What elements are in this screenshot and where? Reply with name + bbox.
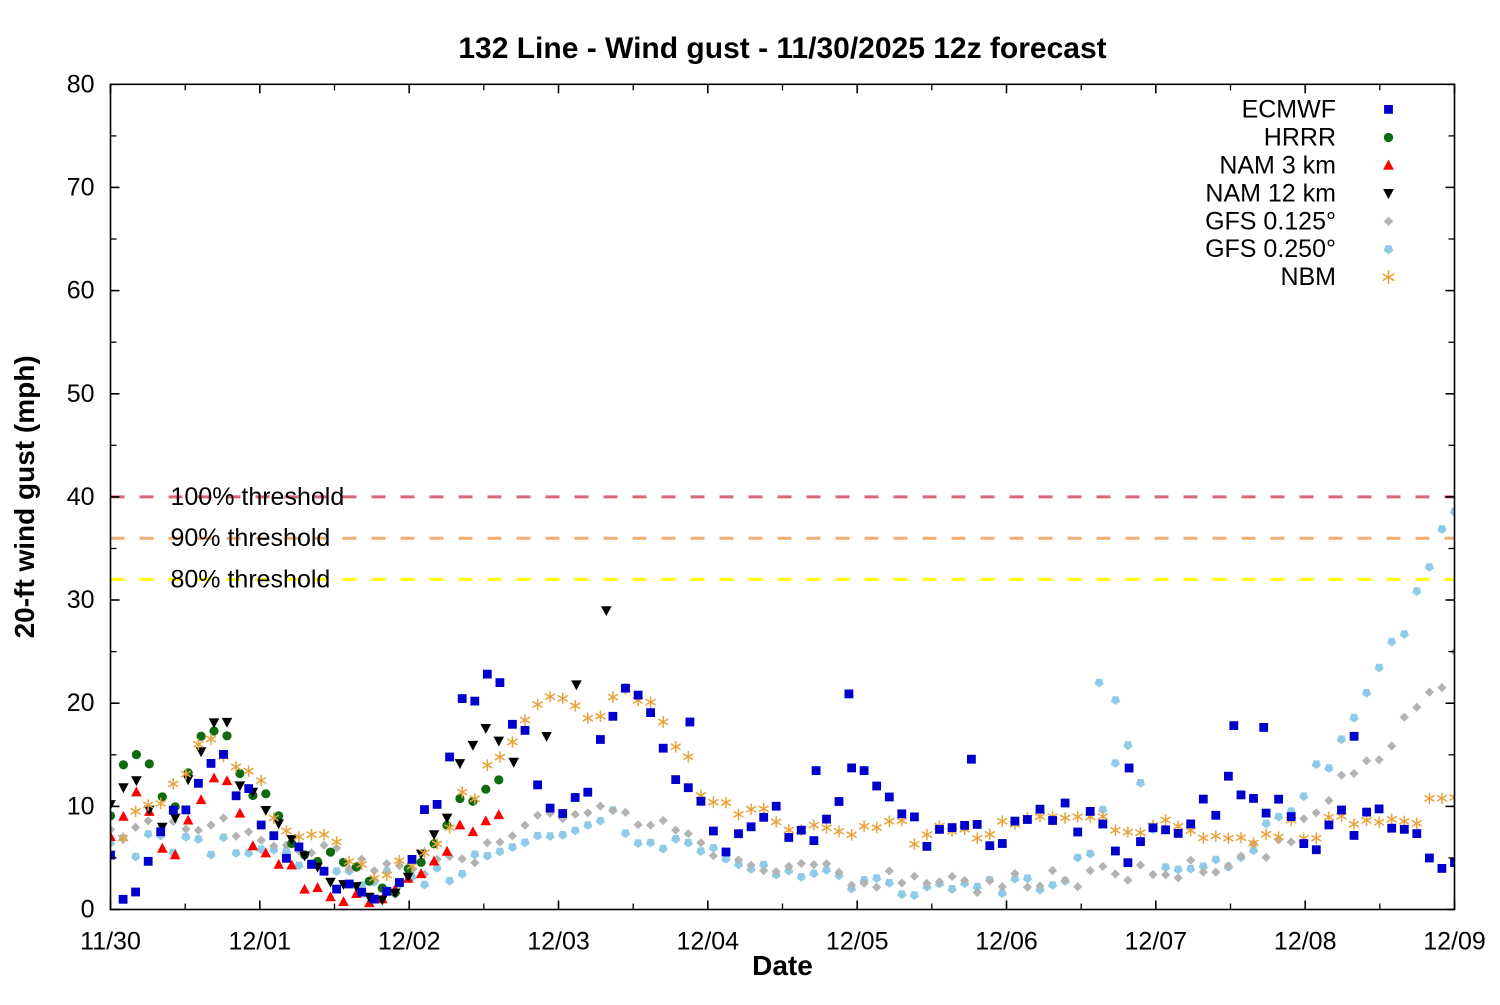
svg-text:20: 20 xyxy=(67,689,95,717)
svg-text:Date: Date xyxy=(752,950,813,981)
svg-text:80: 80 xyxy=(67,70,95,98)
svg-text:NBM: NBM xyxy=(1280,263,1336,291)
svg-text:12/01: 12/01 xyxy=(229,928,292,956)
svg-text:100% threshold: 100% threshold xyxy=(171,483,345,511)
svg-text:12/03: 12/03 xyxy=(527,928,590,956)
svg-text:12/07: 12/07 xyxy=(1125,928,1188,956)
svg-text:50: 50 xyxy=(67,380,95,408)
svg-text:90% threshold: 90% threshold xyxy=(171,524,331,552)
svg-text:11/30: 11/30 xyxy=(80,928,141,956)
svg-text:GFS 0.125°: GFS 0.125° xyxy=(1205,207,1336,235)
svg-text:70: 70 xyxy=(67,173,95,201)
svg-text:12/06: 12/06 xyxy=(975,928,1038,956)
svg-text:30: 30 xyxy=(67,586,95,614)
svg-text:10: 10 xyxy=(67,792,95,820)
svg-text:12/02: 12/02 xyxy=(378,928,441,956)
svg-text:12/09: 12/09 xyxy=(1423,928,1486,956)
svg-text:132 Line - Wind gust - 11/30/2: 132 Line - Wind gust - 11/30/2025 12z fo… xyxy=(458,32,1106,65)
svg-text:NAM 12 km: NAM 12 km xyxy=(1205,179,1336,207)
svg-text:GFS 0.250°: GFS 0.250° xyxy=(1205,235,1336,263)
svg-text:HRRR: HRRR xyxy=(1264,123,1336,151)
svg-text:20-ft wind gust (mph): 20-ft wind gust (mph) xyxy=(9,355,40,638)
svg-text:0: 0 xyxy=(81,896,95,924)
svg-text:12/04: 12/04 xyxy=(677,928,740,956)
svg-text:12/08: 12/08 xyxy=(1274,928,1337,956)
svg-text:12/05: 12/05 xyxy=(826,928,889,956)
svg-text:60: 60 xyxy=(67,277,95,305)
svg-text:NAM 3 km: NAM 3 km xyxy=(1219,151,1336,179)
svg-text:80% threshold: 80% threshold xyxy=(171,565,331,593)
svg-text:ECMWF: ECMWF xyxy=(1242,95,1336,123)
svg-text:40: 40 xyxy=(67,483,95,511)
